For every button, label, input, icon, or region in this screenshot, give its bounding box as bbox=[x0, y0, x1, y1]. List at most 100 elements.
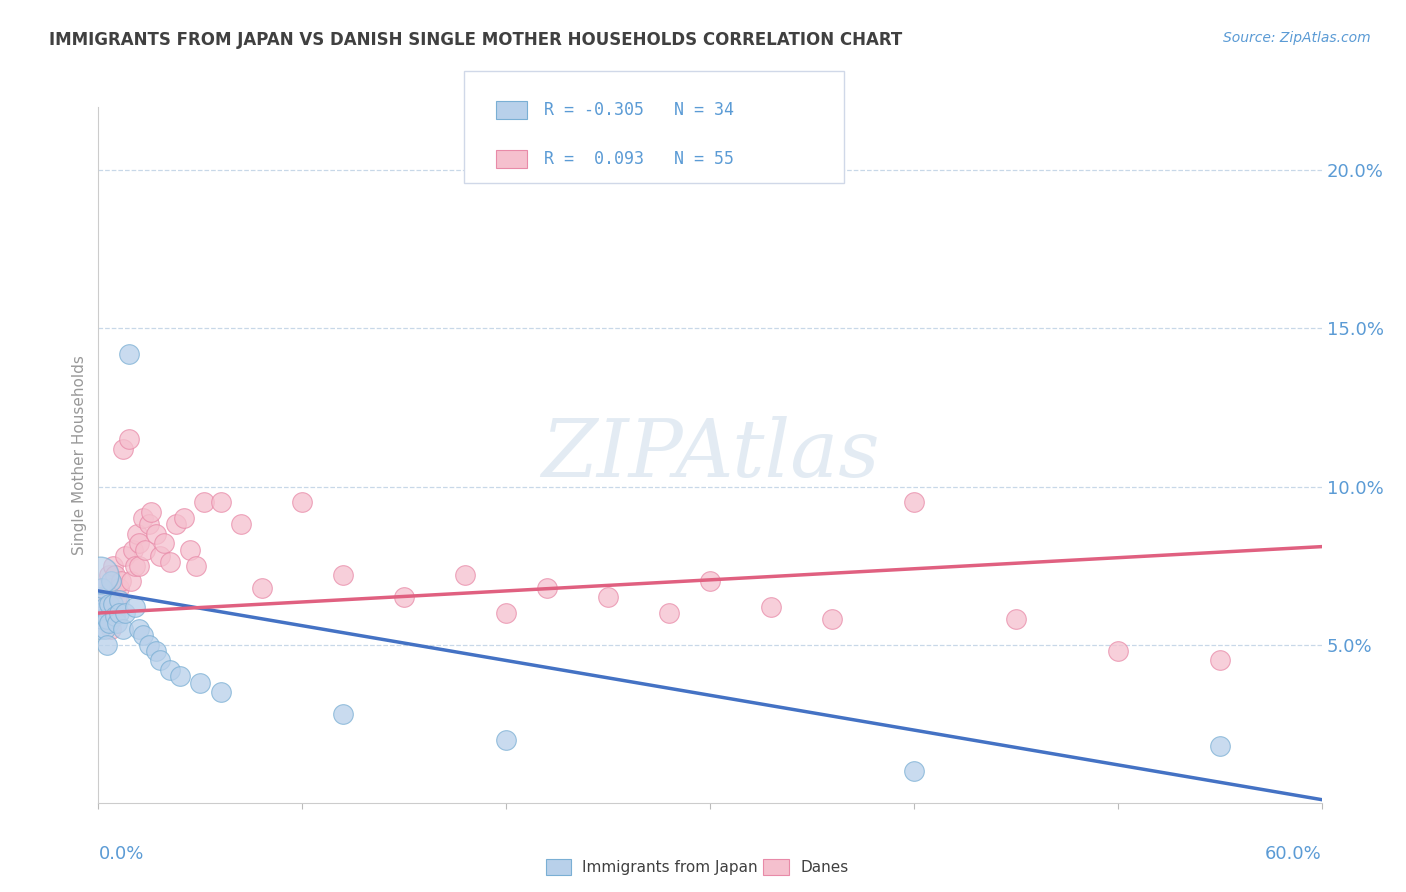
Point bbox=[104, 568, 127, 582]
Point bbox=[93, 599, 115, 614]
Point bbox=[89, 606, 111, 620]
Point bbox=[159, 556, 181, 570]
Point bbox=[209, 685, 232, 699]
Point bbox=[97, 612, 120, 626]
Point bbox=[89, 591, 111, 605]
Point bbox=[128, 558, 150, 573]
Text: 0.0%: 0.0% bbox=[98, 845, 143, 863]
Text: R =  0.093   N = 55: R = 0.093 N = 55 bbox=[544, 150, 734, 168]
Point bbox=[193, 495, 215, 509]
Point bbox=[250, 581, 273, 595]
Point bbox=[91, 612, 114, 626]
Point bbox=[97, 615, 120, 630]
Point bbox=[1107, 644, 1129, 658]
Point bbox=[118, 347, 141, 361]
Point bbox=[118, 432, 141, 446]
Point bbox=[100, 581, 122, 595]
Point bbox=[108, 581, 131, 595]
Point bbox=[165, 517, 187, 532]
Point bbox=[124, 558, 146, 573]
Point bbox=[903, 764, 925, 779]
Point bbox=[108, 593, 131, 607]
Point bbox=[145, 527, 167, 541]
Point bbox=[100, 574, 122, 589]
Point bbox=[332, 707, 354, 722]
Point bbox=[1209, 653, 1232, 667]
Point bbox=[114, 606, 136, 620]
Text: Source: ZipAtlas.com: Source: ZipAtlas.com bbox=[1223, 31, 1371, 45]
Point bbox=[105, 615, 128, 630]
Point bbox=[495, 732, 517, 747]
Point bbox=[454, 568, 477, 582]
Point bbox=[138, 638, 160, 652]
Point bbox=[392, 591, 416, 605]
Y-axis label: Single Mother Households: Single Mother Households bbox=[72, 355, 87, 555]
Point bbox=[134, 542, 156, 557]
Point bbox=[114, 549, 136, 563]
Point bbox=[761, 599, 783, 614]
Text: R = -0.305   N = 34: R = -0.305 N = 34 bbox=[544, 101, 734, 119]
Point bbox=[127, 527, 149, 541]
Point bbox=[89, 622, 111, 636]
Point bbox=[101, 558, 124, 573]
Point bbox=[89, 606, 111, 620]
Point bbox=[1004, 612, 1026, 626]
Point bbox=[132, 628, 155, 642]
Point bbox=[903, 495, 925, 509]
Point bbox=[101, 597, 124, 611]
Point bbox=[149, 653, 172, 667]
Point bbox=[173, 511, 195, 525]
Point bbox=[536, 581, 558, 595]
Point bbox=[120, 574, 142, 589]
Point bbox=[128, 536, 150, 550]
Point bbox=[1209, 739, 1232, 753]
Point bbox=[93, 612, 115, 626]
Point bbox=[100, 622, 122, 636]
Point bbox=[111, 622, 134, 636]
Point bbox=[89, 568, 111, 582]
Point bbox=[124, 599, 146, 614]
Point bbox=[91, 581, 114, 595]
Text: IMMIGRANTS FROM JAPAN VS DANISH SINGLE MOTHER HOUSEHOLDS CORRELATION CHART: IMMIGRANTS FROM JAPAN VS DANISH SINGLE M… bbox=[49, 31, 903, 49]
Point bbox=[91, 581, 114, 595]
Text: ZIPAtlas: ZIPAtlas bbox=[541, 417, 879, 493]
Point bbox=[96, 638, 118, 652]
Point bbox=[141, 505, 163, 519]
Point bbox=[93, 622, 115, 636]
Point bbox=[495, 606, 517, 620]
Point bbox=[699, 574, 721, 589]
Point bbox=[179, 542, 201, 557]
Point bbox=[169, 669, 191, 683]
Text: Danes: Danes bbox=[800, 860, 848, 874]
Point bbox=[188, 675, 212, 690]
Point bbox=[111, 442, 134, 456]
Point bbox=[108, 606, 131, 620]
Point bbox=[231, 517, 253, 532]
Point bbox=[209, 495, 232, 509]
Point bbox=[186, 558, 208, 573]
Point bbox=[821, 612, 844, 626]
Text: 60.0%: 60.0% bbox=[1265, 845, 1322, 863]
Point bbox=[104, 609, 127, 624]
Point bbox=[97, 568, 120, 582]
Point bbox=[128, 622, 150, 636]
Point bbox=[96, 612, 118, 626]
Point bbox=[122, 542, 145, 557]
Point bbox=[105, 591, 128, 605]
Point bbox=[152, 536, 174, 550]
Point bbox=[149, 549, 172, 563]
Point bbox=[291, 495, 314, 509]
Point bbox=[332, 568, 354, 582]
Point bbox=[598, 591, 620, 605]
Point bbox=[138, 517, 160, 532]
Point bbox=[96, 599, 118, 614]
Point bbox=[658, 606, 681, 620]
Point bbox=[89, 591, 111, 605]
Point bbox=[132, 511, 155, 525]
Text: Immigrants from Japan: Immigrants from Japan bbox=[582, 860, 758, 874]
Point bbox=[159, 663, 181, 677]
Point bbox=[110, 574, 132, 589]
Point bbox=[97, 597, 120, 611]
Point bbox=[93, 606, 115, 620]
Point bbox=[145, 644, 167, 658]
